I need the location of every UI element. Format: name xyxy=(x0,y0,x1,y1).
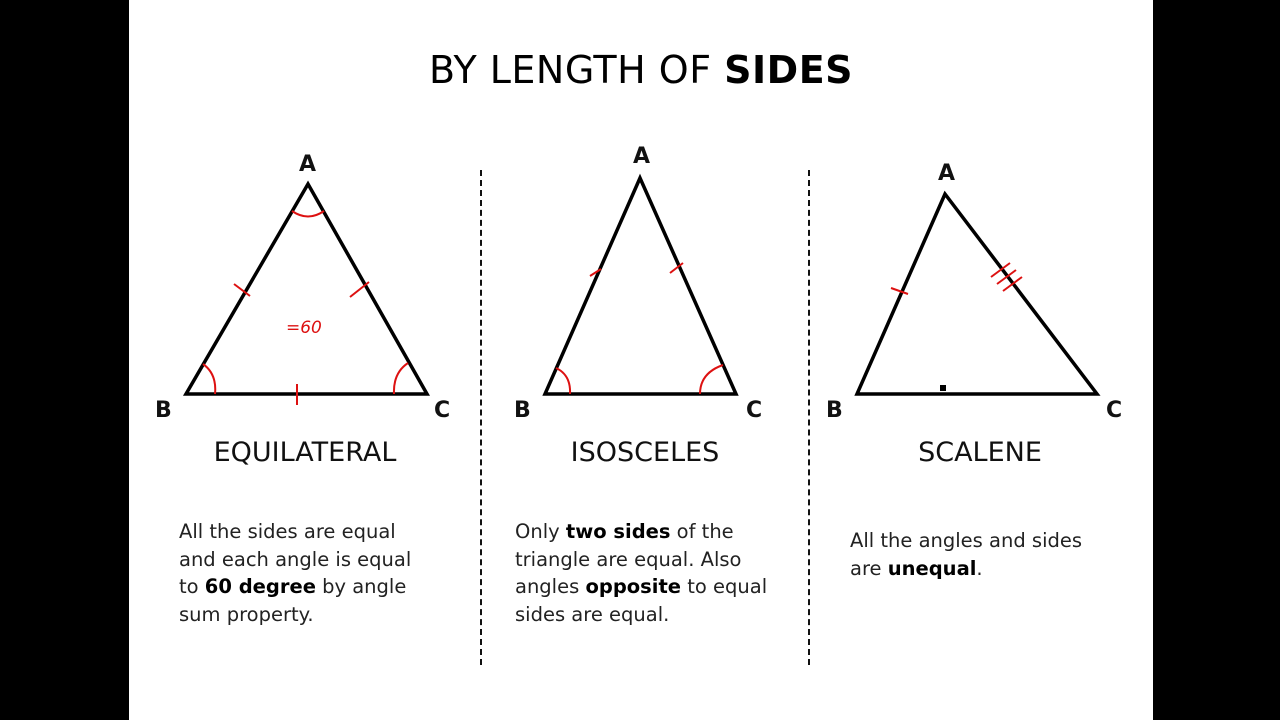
title-prefix: BY LENGTH OF xyxy=(428,48,725,92)
isosceles-vertex-a: A xyxy=(633,144,650,169)
scalene-cursor-mark xyxy=(940,385,946,391)
slide-title: BY LENGTH OF SIDES xyxy=(129,48,1153,92)
isosceles-description: Only two sides of the triangle are equal… xyxy=(515,518,777,628)
scalene-outline xyxy=(854,190,1101,396)
scalene-label: SCALENE xyxy=(918,437,1042,468)
isosceles-triangle: A B C xyxy=(514,144,762,423)
equilateral-tick-ab xyxy=(233,283,251,297)
scalene-marks xyxy=(890,262,1023,295)
desc-text: of the triangle are equal. Also angles xyxy=(515,520,742,598)
slide: BY LENGTH OF SIDES =60 A B C xyxy=(129,0,1153,720)
isosceles-marks xyxy=(555,262,724,395)
equilateral-angle-a-arc xyxy=(291,210,325,218)
equilateral-vertex-c: C xyxy=(434,398,450,423)
desc-text: Only xyxy=(515,520,566,543)
desc-emphasis: opposite xyxy=(585,575,682,598)
isosceles-label: ISOSCELES xyxy=(570,437,720,468)
triangles-diagram: =60 A B C A B C xyxy=(155,144,1122,423)
scalene-vertex-a: A xyxy=(938,161,955,186)
desc-text: to equal sides are equal. xyxy=(515,575,768,626)
desc-text: by angle sum property. xyxy=(179,575,407,626)
scalene-vertex-c: C xyxy=(1106,398,1122,423)
scalene-description: All the angles and sides are unequal. xyxy=(850,527,1100,582)
title-bold: SIDES xyxy=(724,48,854,92)
equilateral-vertex-b: B xyxy=(155,398,172,423)
scalene-tick-ab xyxy=(890,287,909,295)
isosceles-angle-c-arc xyxy=(699,364,724,395)
desc-text: All the angles and sides are xyxy=(850,529,1083,580)
equilateral-label: EQUILATERAL xyxy=(213,437,397,468)
desc-text: All the sides are equal and each angle i… xyxy=(179,520,412,598)
equilateral-angle-b-arc xyxy=(202,363,217,395)
scalene-tick-ac-2 xyxy=(996,269,1017,285)
equilateral-angle-c-arc xyxy=(392,362,409,395)
desc-emphasis: two sides xyxy=(565,520,671,543)
desc-text: . xyxy=(976,556,983,580)
isosceles-outline xyxy=(542,173,739,396)
equilateral-description: All the sides are equal and each angle i… xyxy=(179,518,424,628)
equilateral-angle-note: =60 xyxy=(286,318,322,338)
scalene-tick-ac-3 xyxy=(1002,276,1023,292)
scalene-tick-ac-1 xyxy=(990,262,1011,278)
desc-emphasis: unequal xyxy=(887,556,977,580)
isosceles-tick-ac xyxy=(669,262,684,274)
isosceles-angle-b-arc xyxy=(555,367,572,395)
equilateral-triangle: =60 A B C xyxy=(155,152,450,423)
equilateral-tick-ac xyxy=(349,281,370,298)
scalene-triangle: A B C xyxy=(826,161,1122,423)
isosceles-vertex-b: B xyxy=(514,398,531,423)
equilateral-marks xyxy=(202,210,409,405)
isosceles-vertex-c: C xyxy=(746,398,762,423)
divider-right xyxy=(808,170,810,665)
isosceles-tick-ab xyxy=(589,268,602,277)
desc-emphasis: 60 degree xyxy=(204,575,316,598)
equilateral-vertex-a: A xyxy=(299,152,316,177)
divider-left xyxy=(480,170,482,665)
scalene-vertex-b: B xyxy=(826,398,843,423)
equilateral-outline xyxy=(182,180,431,396)
